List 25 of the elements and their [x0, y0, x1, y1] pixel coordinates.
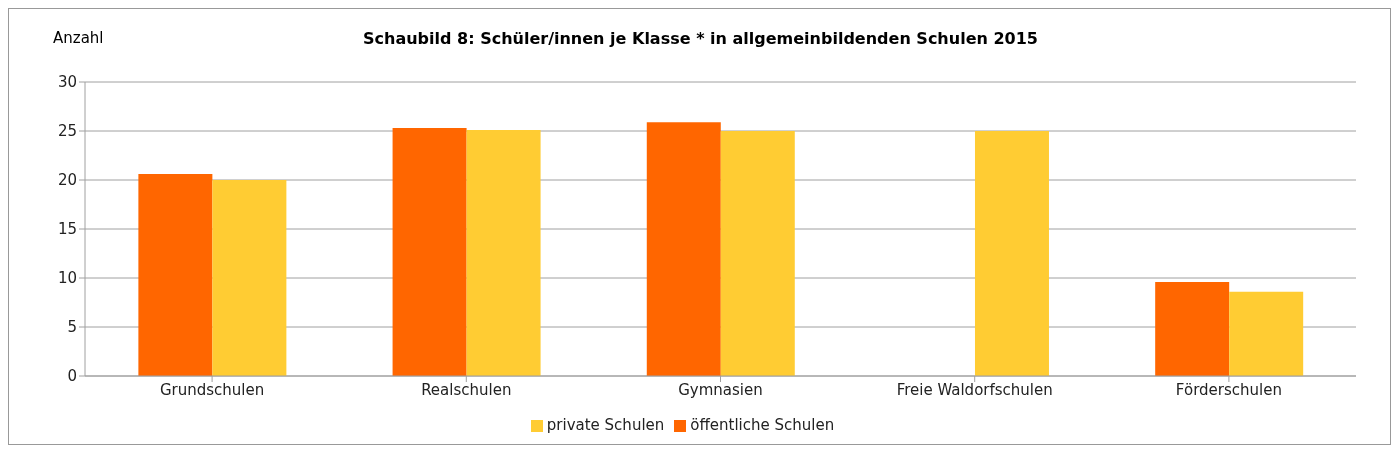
x-tick-label: Freie Waldorfschulen: [896, 380, 1053, 399]
chart-title: Schaubild 8: Schüler/innen je Klasse * in allgemeinbildenden Schulen 2015: [363, 29, 1038, 48]
y-tick-label: 10: [57, 269, 77, 288]
bar: [138, 174, 213, 376]
bar: [1155, 281, 1230, 376]
bar: [466, 130, 541, 376]
bar: [1229, 291, 1304, 376]
x-tick-label: Grundschulen: [159, 380, 265, 399]
legend-label: öffentliche Schulen: [690, 416, 835, 434]
legend-label: private Schulen: [546, 416, 665, 434]
bar: [646, 122, 721, 376]
y-tick-label: 0: [67, 367, 77, 386]
y-tick-label: 5: [67, 318, 77, 337]
x-tick-label: Förderschulen: [1175, 380, 1282, 399]
y-tick-label: 20: [57, 171, 77, 190]
y-axis-title: Anzahl: [53, 29, 104, 47]
y-tick-label: 15: [57, 220, 77, 239]
y-tick-label: 25: [57, 122, 77, 141]
bar: [974, 131, 1049, 376]
x-tick-label: Gymnasien: [678, 380, 763, 399]
bar: [392, 128, 467, 376]
x-tick-label: Realschulen: [421, 380, 512, 399]
y-tick-label: 30: [57, 73, 77, 92]
bar: [720, 131, 795, 376]
bar: [212, 180, 287, 376]
